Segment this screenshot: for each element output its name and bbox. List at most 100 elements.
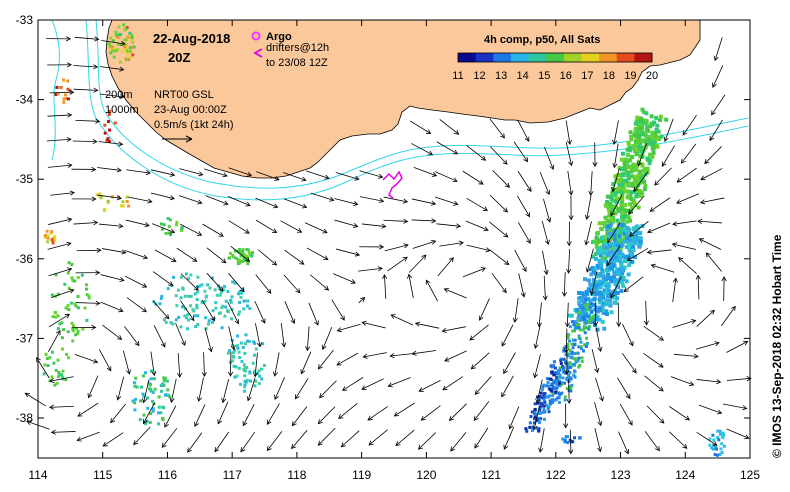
current-vector bbox=[336, 352, 359, 366]
sst-pixel bbox=[157, 422, 161, 426]
current-vector-head bbox=[323, 255, 329, 260]
current-vector-head bbox=[444, 356, 450, 362]
current-vector-head bbox=[322, 228, 328, 234]
current-vector bbox=[383, 219, 408, 222]
current-vector-head bbox=[91, 196, 97, 202]
current-vector-head bbox=[606, 260, 612, 267]
sst-pixel bbox=[553, 366, 557, 370]
current-vector bbox=[543, 275, 546, 300]
sst-pixel bbox=[659, 134, 664, 139]
sst-pixel bbox=[631, 227, 636, 232]
current-vector-head bbox=[594, 367, 600, 374]
sst-pixel bbox=[558, 373, 562, 377]
sst-pixel bbox=[597, 305, 602, 310]
current-vector-head bbox=[66, 241, 72, 247]
sst-pixel bbox=[645, 166, 650, 171]
sst-pixel bbox=[153, 387, 157, 391]
current-vector-head bbox=[69, 288, 75, 294]
sst-pixel bbox=[614, 235, 619, 240]
current-vector-head bbox=[623, 287, 629, 293]
sst-pixel bbox=[568, 348, 572, 352]
sst-pixel bbox=[654, 134, 659, 139]
sst-pixel bbox=[538, 401, 542, 405]
sst-pixel bbox=[135, 385, 139, 389]
sst-pixel bbox=[226, 309, 230, 313]
sst-pixel bbox=[180, 228, 184, 232]
x-tick-label: 115 bbox=[93, 468, 112, 482]
sst-pixel bbox=[584, 326, 588, 330]
current-vector bbox=[565, 120, 571, 145]
sst-pixel bbox=[636, 189, 641, 194]
sst-pixel bbox=[46, 236, 50, 240]
current-vector-head bbox=[382, 273, 388, 280]
sst-pixel bbox=[631, 145, 636, 150]
sst-pixel bbox=[600, 268, 605, 273]
sst-pixel bbox=[620, 266, 625, 271]
current-vector bbox=[367, 406, 389, 421]
sst-pixel bbox=[619, 167, 624, 172]
sst-pixel bbox=[533, 402, 537, 406]
current-vector bbox=[77, 431, 100, 441]
sst-pixel bbox=[619, 263, 624, 268]
current-vector bbox=[568, 379, 570, 404]
current-vector-head bbox=[746, 376, 752, 382]
current-vector-head bbox=[116, 195, 122, 201]
current-vector-head bbox=[116, 167, 122, 173]
current-vector-head bbox=[688, 381, 695, 387]
sst-pixel bbox=[166, 393, 170, 397]
sst-pixel bbox=[555, 382, 559, 386]
sst-pixel bbox=[598, 298, 602, 302]
sst-pixel bbox=[569, 313, 574, 318]
current-vector bbox=[198, 377, 204, 402]
current-vector bbox=[228, 326, 235, 350]
sst-pixel bbox=[610, 186, 615, 191]
current-vector-head bbox=[93, 220, 99, 226]
current-vector bbox=[434, 171, 458, 182]
current-vector bbox=[194, 404, 206, 427]
sst-pixel bbox=[561, 376, 565, 380]
sst-pixel bbox=[577, 365, 581, 369]
sst-pixel bbox=[133, 401, 137, 405]
current-vector bbox=[97, 167, 122, 171]
current-vector bbox=[542, 250, 548, 275]
sst-pixel bbox=[654, 115, 659, 120]
sst-pixel bbox=[612, 259, 617, 264]
current-vector bbox=[627, 247, 649, 261]
current-vector-head bbox=[64, 313, 71, 319]
sst-pixel bbox=[215, 293, 219, 297]
sst-pixel bbox=[204, 294, 208, 298]
sst-pixel bbox=[84, 283, 88, 287]
sst-pixel bbox=[138, 418, 142, 422]
sst-pixel bbox=[87, 294, 91, 298]
sst-pixel bbox=[627, 189, 632, 194]
sst-pixel bbox=[614, 196, 619, 201]
sst-pixel bbox=[603, 299, 608, 304]
current-vector bbox=[284, 301, 295, 324]
sst-pixel bbox=[629, 254, 634, 259]
sst-pixel bbox=[711, 447, 715, 451]
sst-pixel bbox=[131, 40, 135, 44]
current-vector-head bbox=[354, 175, 360, 181]
current-vector-head bbox=[680, 158, 686, 164]
sst-pixel bbox=[606, 235, 611, 240]
sst-pixel bbox=[585, 326, 589, 330]
sst-pixel bbox=[125, 25, 129, 29]
sst-pixel bbox=[52, 361, 56, 365]
sst-pixel bbox=[584, 290, 589, 295]
sst-pixel bbox=[567, 378, 571, 382]
sst-pixel bbox=[67, 308, 71, 312]
current-vector-head bbox=[442, 385, 448, 391]
current-vector-head bbox=[443, 287, 450, 293]
sst-pixel bbox=[563, 346, 567, 350]
sst-pixel bbox=[107, 42, 111, 46]
sst-pixel bbox=[596, 309, 600, 313]
sst-pixel bbox=[554, 398, 558, 402]
sst-pixel bbox=[587, 297, 591, 301]
sst-pixel bbox=[540, 404, 544, 408]
sst-pixel bbox=[611, 219, 616, 224]
sst-pixel bbox=[588, 325, 592, 329]
sst-pixel bbox=[583, 318, 587, 322]
sst-pixel bbox=[260, 342, 264, 346]
sst-pixel bbox=[234, 256, 238, 260]
current-vector bbox=[720, 306, 736, 327]
